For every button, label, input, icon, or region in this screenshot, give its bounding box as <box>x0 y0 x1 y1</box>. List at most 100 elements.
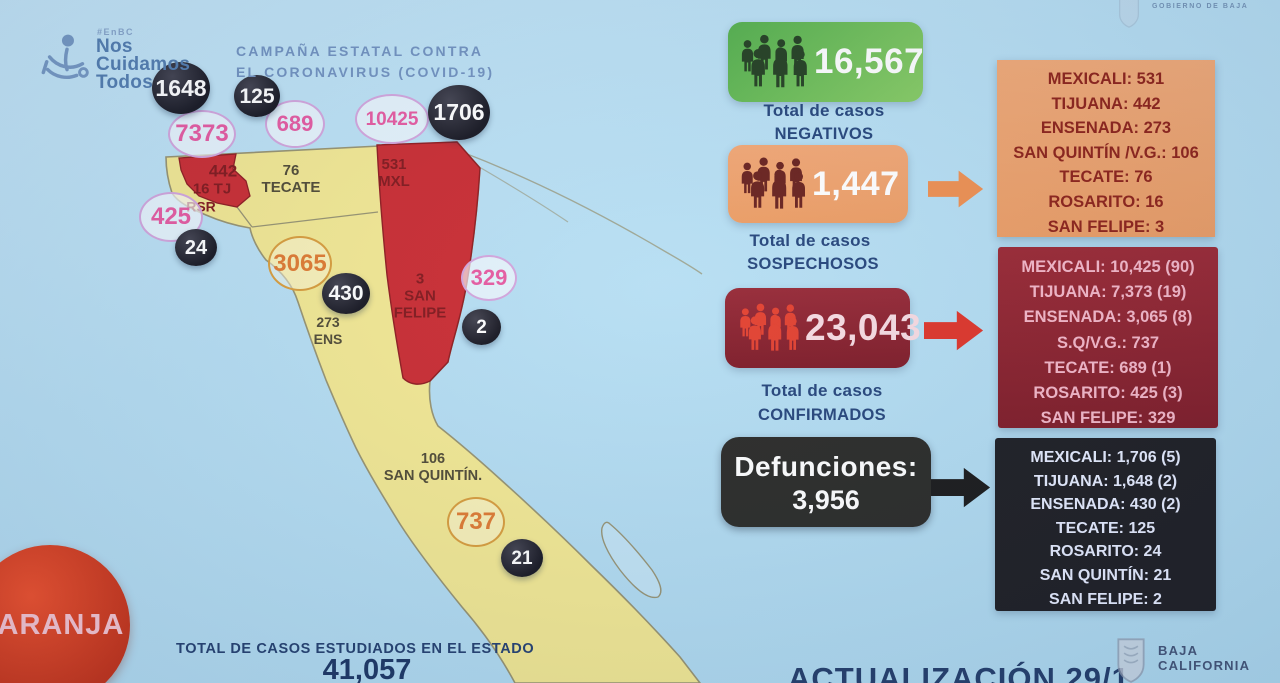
bubble-ensenada-confirmed: 3065 <box>268 236 332 291</box>
baja-california-emblem-icon <box>1117 638 1145 683</box>
rosarito-susp-value: 16 <box>192 180 210 198</box>
map-label-san-quintin: 106 SAN QUINTÍN. <box>384 451 482 485</box>
defunciones-panel: MEXICALI: 1,706 (5) TIJUANA: 1,648 (2) E… <box>995 438 1216 611</box>
defunciones-row: ROSARITO: 24 <box>1049 543 1162 561</box>
bubble-tecate-deaths: 125 <box>234 75 280 117</box>
sanquintin-confirmed-value: 737 <box>455 508 497 535</box>
sanfelipe-confirmed-value: 329 <box>470 265 508 290</box>
sospechosos-box: 1,447 <box>728 145 908 223</box>
defunciones-row: SAN FELIPE: 2 <box>1049 590 1162 608</box>
tijuana-abbr: TJ <box>213 180 232 198</box>
sanquintin-name: SAN QUINTÍN. <box>383 468 483 484</box>
tijuana-confirmed-value: 7373 <box>175 120 229 147</box>
confirmados-panel: MEXICALI: 10,425 (90) TIJUANA: 7,373 (19… <box>998 247 1218 428</box>
ensenada-confirmed-value: 3065 <box>273 249 327 277</box>
region-mexicali-sanfelipe <box>376 141 481 385</box>
total-estudiados-value: 41,057 <box>322 654 412 683</box>
bubble-tijuana-confirmed: 7373 <box>168 110 236 158</box>
rosarito-deaths-value: 24 <box>184 236 208 259</box>
confirmados-box: 23,043 <box>725 288 921 368</box>
tecate-confirmed-value: 689 <box>276 111 314 136</box>
negativos-box: 16,567 <box>728 22 925 102</box>
bubble-mexicali-deaths: 1706 <box>428 85 490 140</box>
campaign-line-1: CAMPAÑA ESTATAL CONTRA <box>236 43 484 59</box>
mainland-outline <box>461 151 703 275</box>
sospechosos-row: SAN QUINTÍN /V.G.: 106 <box>1013 143 1199 162</box>
confirmados-caption-2: CONFIRMADOS <box>758 406 886 424</box>
sospechosos-row: MEXICALI: 531 <box>1047 70 1165 88</box>
bubble-sanfelipe-confirmed: 329 <box>461 255 517 301</box>
logo-line-3: Todos <box>96 72 154 93</box>
confirmados-row: TIJUANA: 7,373 (19) <box>1029 283 1187 302</box>
logo-hashtag: #EnBC <box>97 27 135 37</box>
negativos-caption-2: NEGATIVOS <box>774 125 874 143</box>
map-label-mexicali: 531 MXL <box>378 156 410 190</box>
logo-line-1: Nos <box>96 36 133 57</box>
brand-line-2: CALIFORNIA <box>1158 658 1251 673</box>
sospechosos-row: ENSENADA: 273 <box>1040 119 1172 138</box>
crowd-confirmados-icon <box>740 303 799 351</box>
mexicali-deaths-value: 1706 <box>433 99 485 125</box>
sospechosos-row: TECATE: 76 <box>1059 168 1153 187</box>
gobierno-text: GOBIERNO DE BAJA <box>1152 3 1249 10</box>
tecate-name: TECATE <box>261 179 321 196</box>
confirmados-row: S.Q/V.G.: 737 <box>1056 333 1160 352</box>
confirmados-value: 23,043 <box>805 307 922 348</box>
sospechosos-row: TIJUANA: 442 <box>1051 94 1161 113</box>
defunciones-value: 3,956 <box>792 485 860 515</box>
bubble-sanquintin-deaths: 21 <box>501 539 543 577</box>
confirmados-caption-1: Total de casos <box>761 381 883 400</box>
mexicali-susp-value: 531 <box>381 156 407 173</box>
border-tecate-ensenada <box>251 211 379 228</box>
confirmados-row: TECATE: 689 (1) <box>1044 358 1172 377</box>
rosarito-confirmed-value: 425 <box>150 203 192 230</box>
tecate-susp-value: 76 <box>282 162 300 179</box>
update-date-text: ACTUALIZACIÓN 29/1 <box>788 661 1130 683</box>
confirmados-row: ROSARITO: 425 (3) <box>1033 384 1183 403</box>
ensenada-abbr: ENS <box>313 331 343 347</box>
confirmados-row: ENSENADA: 3,065 (8) <box>1023 308 1193 327</box>
tijuana-deaths-value: 1648 <box>155 74 207 101</box>
campaign-title: CAMPAÑA ESTATAL CONTRA EL CORONAVIRUS (C… <box>236 41 494 83</box>
map-label-tecate: 76 TECATE <box>262 162 321 196</box>
defunciones-row: TECATE: 125 <box>1055 519 1156 537</box>
negativos-caption-1: Total de casos <box>763 101 885 120</box>
border-tijuana-coast <box>236 206 253 228</box>
tijuana-susp-value: 442 <box>208 161 238 181</box>
sanfelipe-name-1: SAN <box>404 287 436 305</box>
negativos-value: 16,567 <box>814 42 925 81</box>
sospechosos-row: SAN FELIPE: 3 <box>1047 217 1165 236</box>
region-tijuana <box>178 153 251 208</box>
naranja-label: NARANJA <box>0 608 125 641</box>
confirmados-row: SAN FELIPE: 329 <box>1040 409 1176 428</box>
mexicali-confirmed-value: 10425 <box>365 108 419 130</box>
mainland-border-outline <box>480 167 569 223</box>
sanfelipe-susp-value: 3 <box>415 270 425 288</box>
defunciones-row: SAN QUINTÍN: 21 <box>1039 566 1172 584</box>
sospechosos-panel: MEXICALI: 531 TIJUANA: 442 ENSENADA: 273… <box>997 60 1215 237</box>
defunciones-box: Defunciones: 3,956 <box>721 437 931 527</box>
crowd-negativos-icon <box>741 34 807 88</box>
map-label-ensenada: 273 ENS <box>314 314 343 348</box>
ensenada-susp-value: 273 <box>316 314 340 330</box>
bubble-mexicali-confirmed: 10425 <box>355 94 429 144</box>
sanfelipe-name-2: FELIPE <box>393 304 447 322</box>
defunciones-row: TIJUANA: 1,648 (2) <box>1033 472 1178 490</box>
defunciones-row: MEXICALI: 1,706 (5) <box>1030 449 1181 466</box>
tecate-deaths-value: 125 <box>239 84 275 108</box>
arrow-sospechosos-icon <box>928 168 984 210</box>
defunciones-label: Defunciones: <box>734 451 918 482</box>
logo-title: Nos Cuidamos Todos <box>96 36 190 93</box>
sospechosos-caption-1: Total de casos <box>749 231 871 250</box>
arrow-confirmados-icon <box>924 308 984 353</box>
ensenada-deaths-value: 430 <box>328 282 364 305</box>
bubble-sanfelipe-deaths: 2 <box>462 309 501 345</box>
crowd-sospechosos-icon <box>741 157 806 209</box>
sanquintin-deaths-value: 21 <box>511 547 533 569</box>
mexicali-abbr: MXL <box>378 173 410 190</box>
island-outline <box>601 521 662 599</box>
sospechosos-caption-2: SOSPECHOSOS <box>747 255 879 273</box>
bubble-tijuana-deaths: 1648 <box>152 62 210 114</box>
map-label-tijuana-value: 442 <box>209 163 237 180</box>
